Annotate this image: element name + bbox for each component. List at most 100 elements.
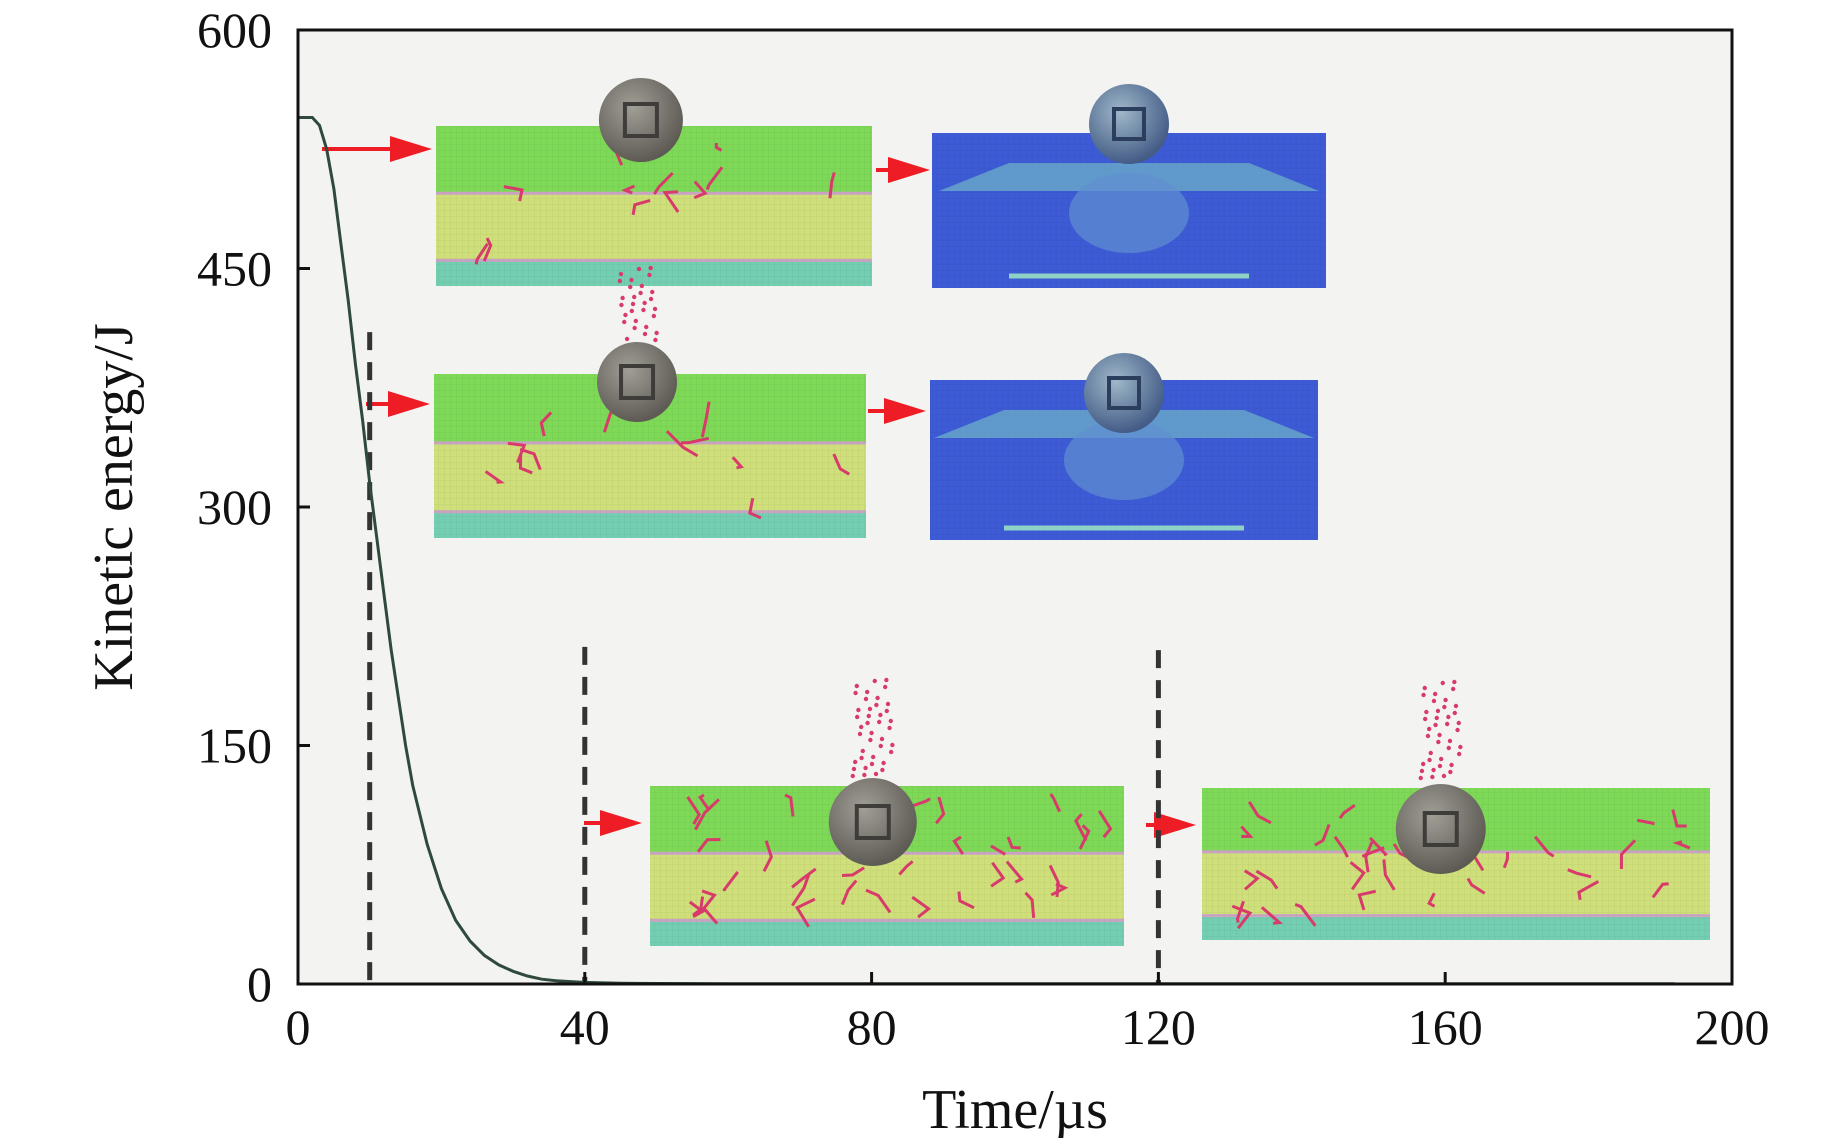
y-axis-ticks: 0 150 300 450 600 xyxy=(197,2,310,1012)
debris xyxy=(884,708,889,714)
crack xyxy=(484,470,505,484)
debris xyxy=(617,278,623,284)
debris xyxy=(632,294,637,300)
snapshot-insets xyxy=(322,78,1710,946)
debris xyxy=(1438,756,1444,762)
projectile-core xyxy=(619,364,656,400)
crack xyxy=(935,796,946,825)
debris xyxy=(890,742,895,748)
debris xyxy=(1452,679,1457,685)
debris xyxy=(1452,710,1457,716)
y-tick-label: 0 xyxy=(247,956,272,1012)
x-tick-label: 40 xyxy=(560,999,610,1055)
crack xyxy=(1671,809,1687,828)
debris xyxy=(884,677,889,683)
debris xyxy=(868,737,873,743)
debris xyxy=(648,296,654,302)
debris xyxy=(869,730,874,736)
stress-wave xyxy=(1064,420,1184,500)
crack xyxy=(1369,836,1389,857)
arrow-head xyxy=(600,810,642,836)
debris xyxy=(872,678,877,684)
arrow-head xyxy=(884,398,926,424)
debris xyxy=(878,743,883,749)
debris xyxy=(652,306,658,312)
crack xyxy=(1294,903,1317,927)
debris xyxy=(654,330,659,336)
y-tick-label: 150 xyxy=(197,718,272,774)
crack xyxy=(832,453,850,476)
debris xyxy=(888,749,894,755)
debris xyxy=(870,754,876,760)
debris xyxy=(1455,727,1460,733)
crack xyxy=(957,891,975,910)
debris xyxy=(647,272,652,278)
debris xyxy=(1437,763,1443,769)
crack xyxy=(662,190,680,213)
crack xyxy=(702,906,719,925)
debris xyxy=(1435,708,1441,714)
x-tick-label: 160 xyxy=(1408,999,1483,1055)
crack xyxy=(990,844,1006,856)
crack xyxy=(1231,904,1253,930)
crack xyxy=(1240,825,1254,839)
crack xyxy=(731,456,745,470)
crack xyxy=(990,861,1006,888)
x-tick-label: 0 xyxy=(286,999,311,1055)
crack xyxy=(1255,869,1279,890)
crack xyxy=(1078,824,1091,850)
debris xyxy=(882,684,888,690)
debris xyxy=(1458,744,1463,750)
crack xyxy=(1427,892,1436,908)
debris xyxy=(888,718,893,724)
crack xyxy=(631,198,651,216)
debris xyxy=(850,773,855,779)
debris xyxy=(859,755,864,761)
crack xyxy=(714,143,723,152)
debris xyxy=(651,313,657,319)
crack xyxy=(791,874,811,907)
debris xyxy=(630,301,636,307)
crack xyxy=(696,837,721,853)
debris xyxy=(1427,757,1432,763)
debris xyxy=(1443,697,1448,703)
debris xyxy=(1422,716,1428,722)
debris xyxy=(1446,745,1451,751)
crack xyxy=(911,797,931,808)
debris xyxy=(618,271,624,277)
debris xyxy=(642,300,647,306)
debris xyxy=(874,702,879,708)
y-tick-label: 600 xyxy=(197,2,272,58)
crack xyxy=(694,798,720,831)
debris xyxy=(1424,709,1429,715)
x-tick-label: 80 xyxy=(847,999,897,1055)
debris xyxy=(623,312,628,318)
debris xyxy=(879,736,885,742)
debris xyxy=(638,290,643,296)
debris xyxy=(885,701,891,707)
crack xyxy=(680,436,710,445)
debris xyxy=(881,760,886,766)
crack xyxy=(1338,804,1356,820)
y-axis-title: Kinetic energy/J xyxy=(83,323,145,691)
crack xyxy=(722,871,739,892)
debris xyxy=(1420,761,1426,767)
crack xyxy=(1243,869,1260,891)
debris xyxy=(1450,686,1456,692)
projectile-core xyxy=(1422,811,1459,847)
debris xyxy=(628,284,633,290)
debris xyxy=(860,748,865,754)
crack xyxy=(519,447,542,471)
debris xyxy=(1426,726,1432,732)
projectile xyxy=(598,78,683,162)
crack xyxy=(688,900,706,919)
crack xyxy=(474,242,489,265)
projectile xyxy=(597,342,678,422)
debris xyxy=(865,720,870,726)
debris xyxy=(1437,732,1442,738)
crack xyxy=(1349,861,1366,891)
crack xyxy=(1097,810,1113,839)
debris xyxy=(1448,769,1453,775)
crack xyxy=(539,411,553,437)
crack xyxy=(1364,841,1374,873)
